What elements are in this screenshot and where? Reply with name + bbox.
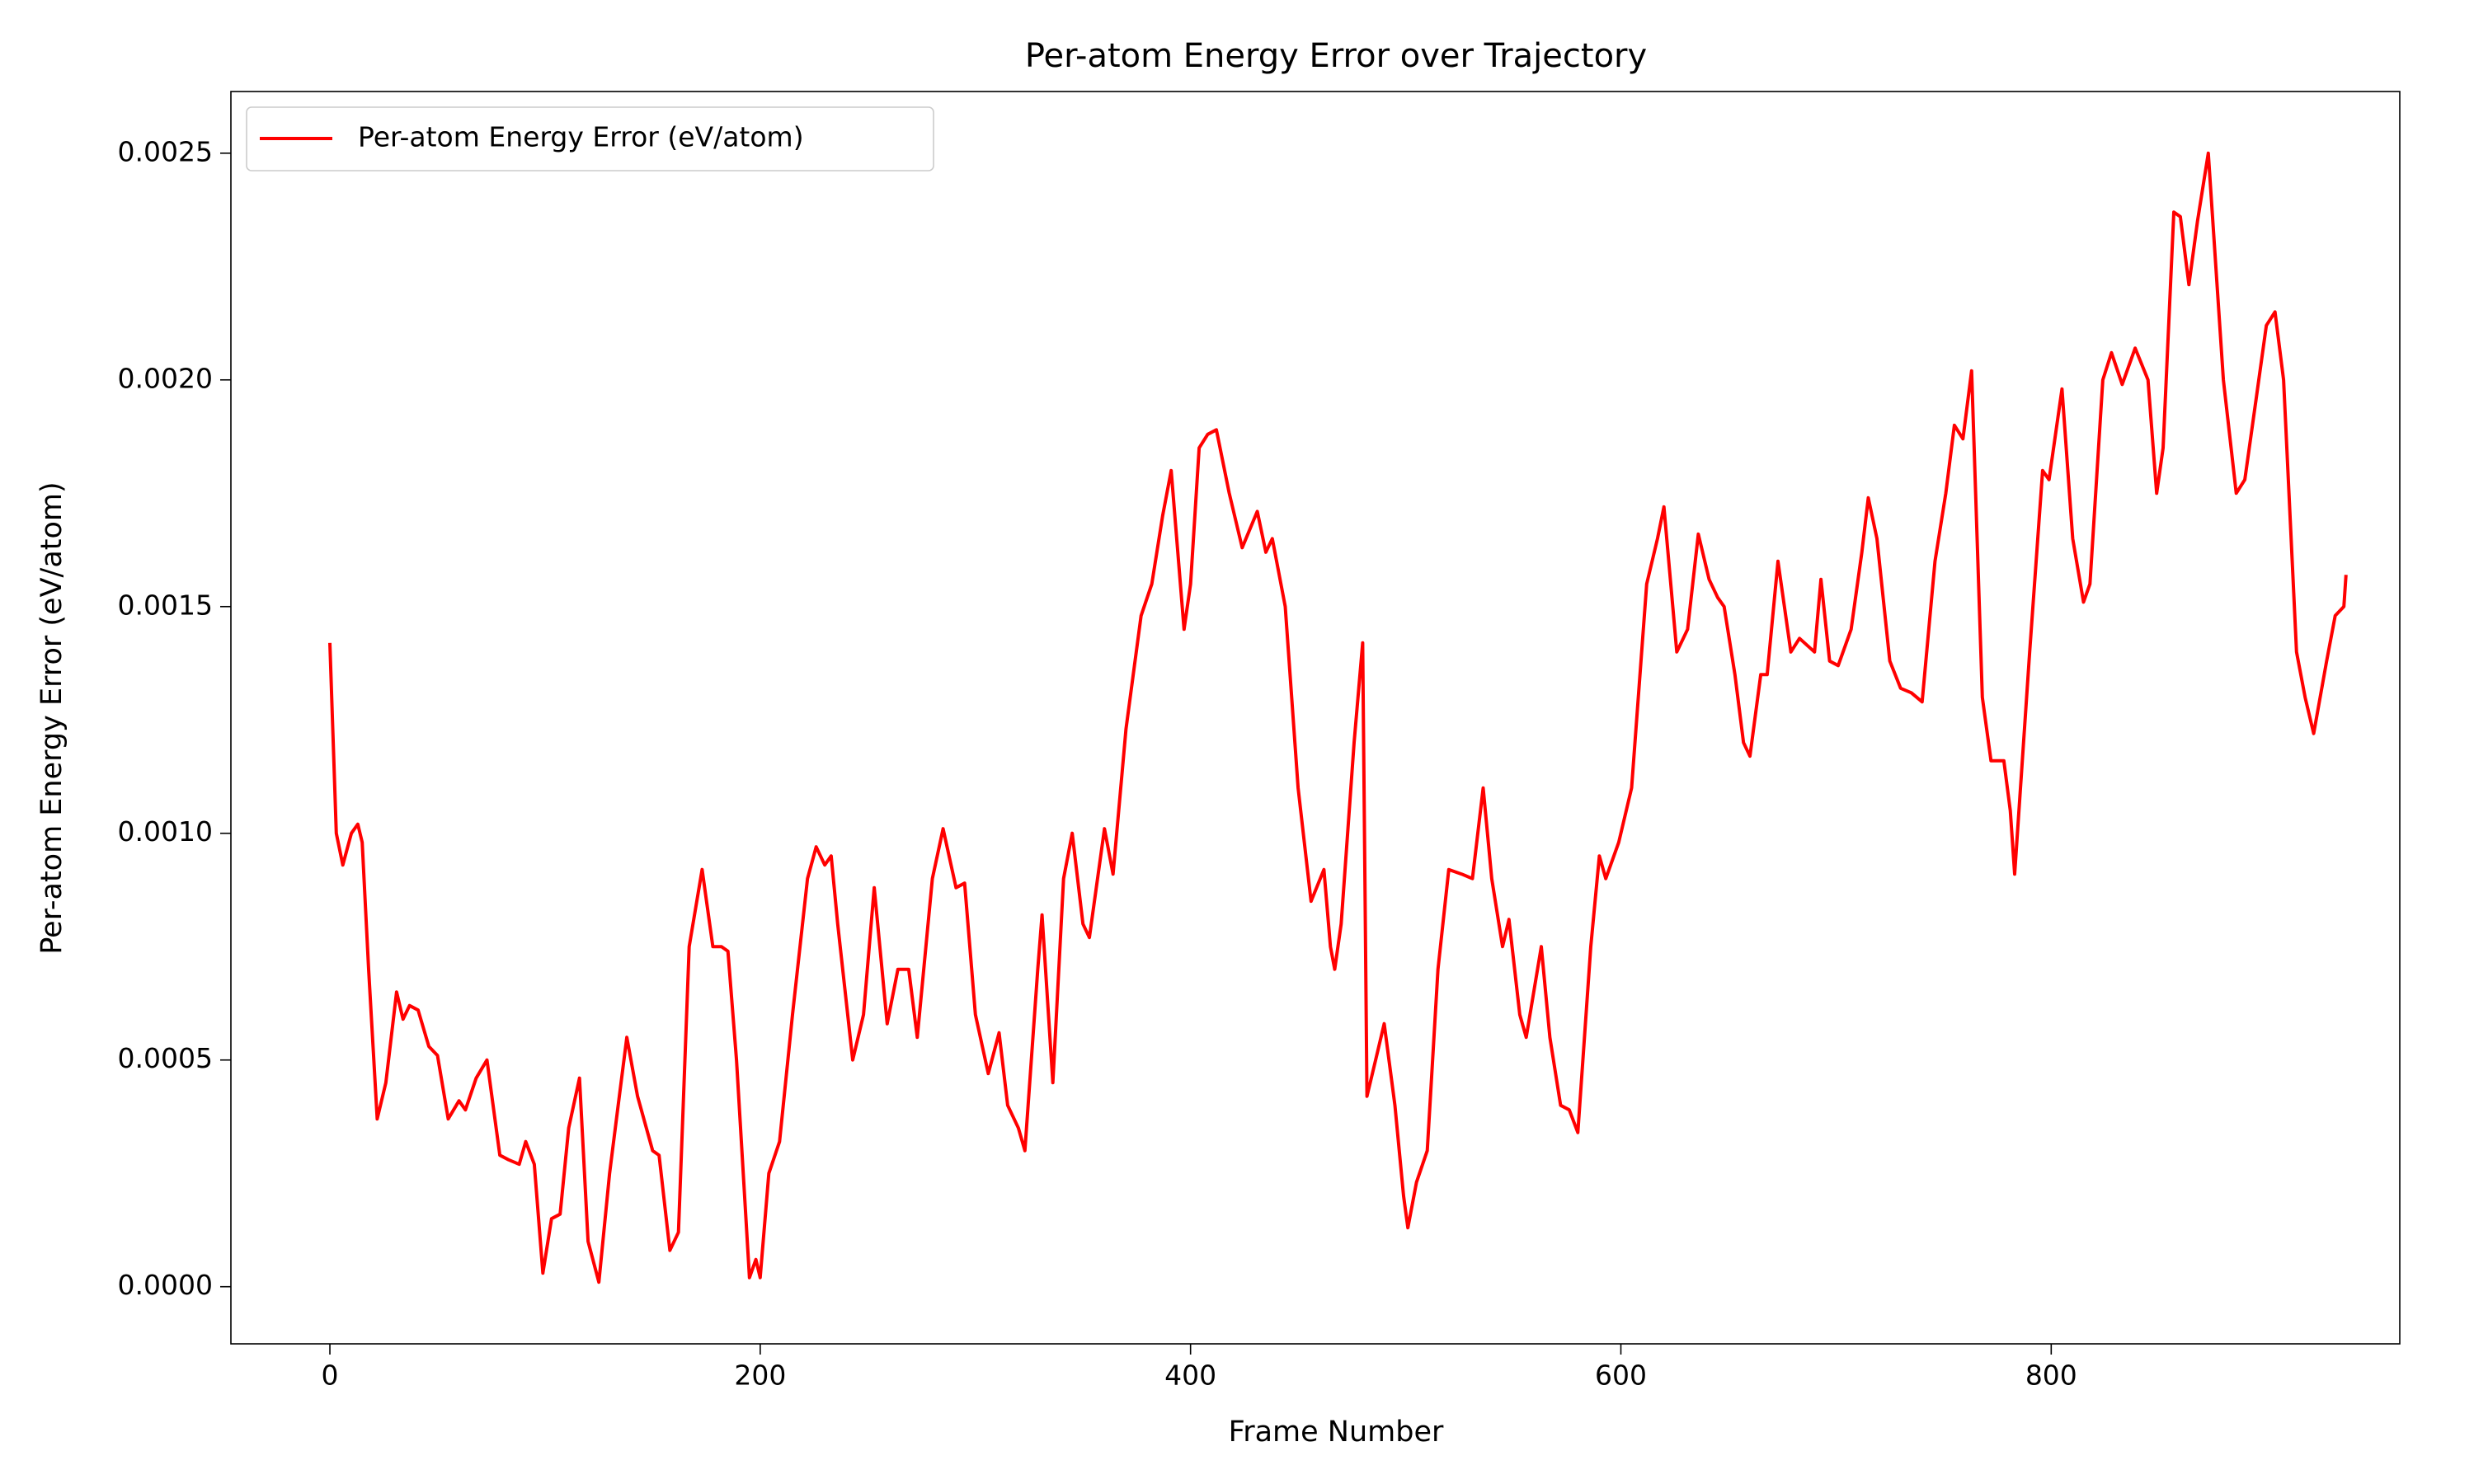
- y-tick-label: 0.0010: [118, 815, 213, 848]
- legend-box: [246, 106, 934, 171]
- x-tick-label: 400: [1164, 1360, 1216, 1392]
- legend-label: Per-atom Energy Error (eV/atom): [358, 121, 804, 153]
- chart-title: Per-atom Energy Error over Trajectory: [1025, 37, 1647, 75]
- x-tick-label: 0: [322, 1360, 339, 1392]
- y-tick-label: 0.0025: [118, 135, 213, 167]
- x-axis-label: Frame Number: [1229, 1416, 1444, 1449]
- plot-frame: [230, 91, 2401, 1345]
- y-tick-label: 0.0000: [118, 1269, 213, 1301]
- x-tick-label: 600: [1595, 1360, 1647, 1392]
- x-tick-label: 800: [2025, 1360, 2077, 1392]
- x-tick-label: 200: [734, 1360, 786, 1392]
- y-tick-label: 0.0015: [118, 589, 213, 621]
- y-tick-label: 0.0020: [118, 362, 213, 394]
- y-axis-label: Per-atom Energy Error (eV/atom): [35, 481, 68, 954]
- data-line: [328, 151, 2348, 1284]
- y-tick-label: 0.0005: [118, 1042, 213, 1074]
